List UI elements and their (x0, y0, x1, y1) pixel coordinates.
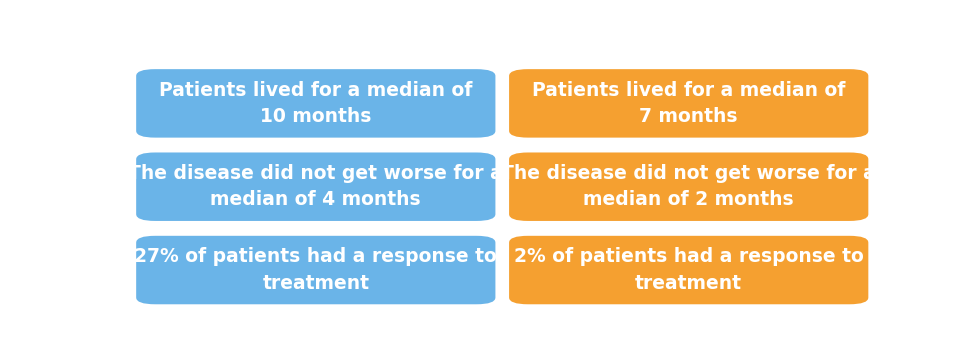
FancyBboxPatch shape (509, 69, 868, 138)
Text: 2% of patients had a response to
treatment: 2% of patients had a response to treatme… (514, 247, 863, 293)
FancyBboxPatch shape (509, 236, 868, 304)
FancyBboxPatch shape (509, 152, 868, 221)
FancyBboxPatch shape (136, 152, 496, 221)
Text: Patients lived for a median of
7 months: Patients lived for a median of 7 months (532, 81, 846, 126)
FancyBboxPatch shape (136, 69, 496, 138)
Text: 27% of patients had a response to
treatment: 27% of patients had a response to treatm… (134, 247, 497, 293)
Text: Patients lived for a median of
10 months: Patients lived for a median of 10 months (159, 81, 472, 126)
Text: The disease did not get worse for a
median of 2 months: The disease did not get worse for a medi… (502, 164, 876, 210)
Text: The disease did not get worse for a
median of 4 months: The disease did not get worse for a medi… (128, 164, 503, 210)
FancyBboxPatch shape (136, 236, 496, 304)
